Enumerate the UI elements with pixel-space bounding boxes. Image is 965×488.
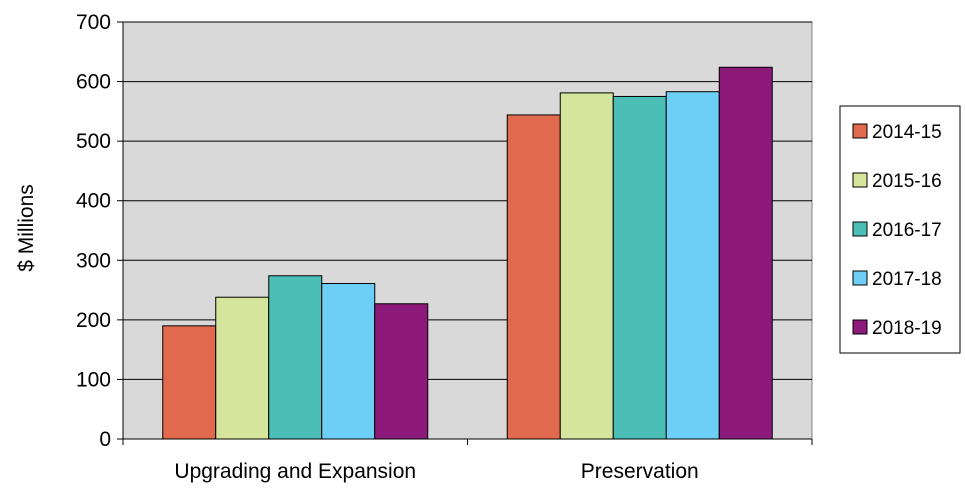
legend-label: 2017-18 xyxy=(872,269,942,290)
legend-label: 2014-15 xyxy=(872,122,942,143)
x-category-label: Preservation xyxy=(581,460,699,483)
bar-2014-15-preservation xyxy=(506,114,561,440)
bar-2015-16-preservation xyxy=(559,92,614,440)
y-axis-ticks: 0 100 200 300 400 500 600 700 xyxy=(76,11,123,451)
y-tick-label: 500 xyxy=(76,130,111,153)
bar-2017-18-upgrading xyxy=(321,283,376,440)
y-tick-label: 700 xyxy=(76,11,111,34)
y-tick-label: 300 xyxy=(76,249,111,272)
bar-2018-19-preservation xyxy=(718,66,773,440)
bar-2015-16-upgrading xyxy=(215,296,270,440)
bar-2016-17-upgrading xyxy=(268,275,323,440)
bar-2018-19-upgrading xyxy=(374,303,429,440)
bar-2016-17-preservation xyxy=(612,95,667,440)
y-tick-label: 600 xyxy=(76,71,111,94)
y-tick-label: 200 xyxy=(76,309,111,332)
y-tick-label: 100 xyxy=(76,368,111,391)
legend: 2014-15 2015-16 2016-17 2017-18 2018-19 xyxy=(839,105,961,354)
bar-2014-15-upgrading xyxy=(162,325,217,440)
legend-swatch xyxy=(852,123,868,139)
bars xyxy=(162,66,773,440)
legend-swatch xyxy=(852,319,868,335)
x-axis-labels: Upgrading and Expansion Preservation xyxy=(122,439,813,483)
y-axis-title: $ Millions xyxy=(15,184,38,272)
legend-swatch xyxy=(852,172,868,188)
legend-label: 2018-19 xyxy=(872,318,942,339)
y-tick-label: 0 xyxy=(99,428,111,451)
legend-label: 2016-17 xyxy=(872,220,942,241)
legend-label: 2015-16 xyxy=(872,171,942,192)
bar-2017-18-preservation xyxy=(665,91,720,440)
x-category-label: Upgrading and Expansion xyxy=(174,460,416,483)
legend-swatch xyxy=(852,270,868,286)
legend-swatch xyxy=(852,221,868,237)
y-tick-label: 400 xyxy=(76,190,111,213)
